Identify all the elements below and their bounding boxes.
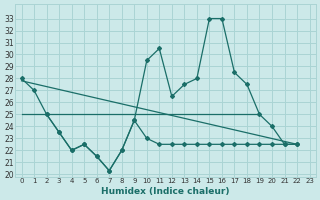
X-axis label: Humidex (Indice chaleur): Humidex (Indice chaleur) (101, 187, 230, 196)
